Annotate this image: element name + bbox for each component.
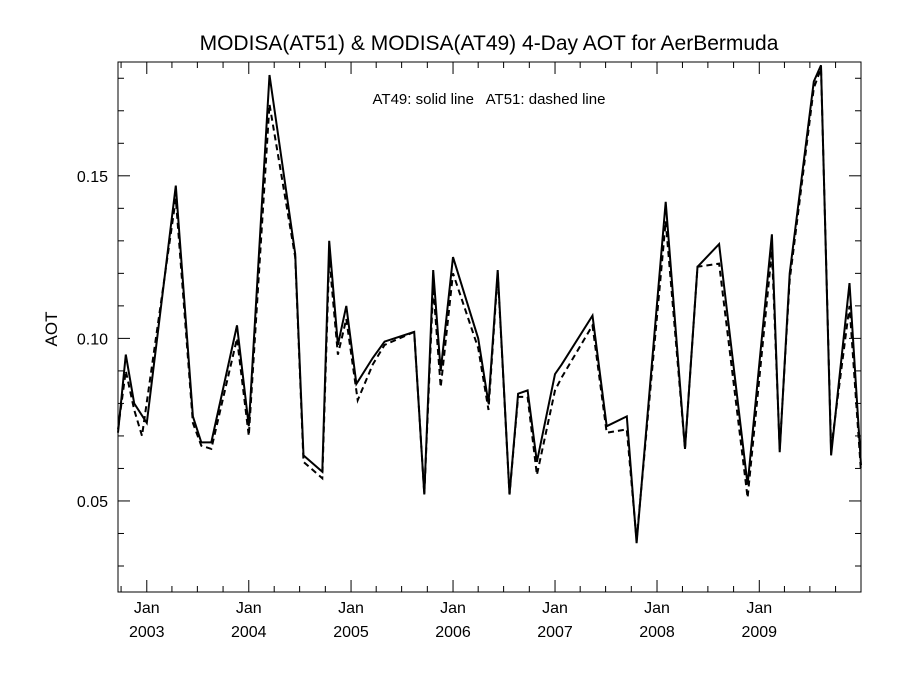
tick-labels: 0.05 0.10 0.15 Jan 2003 Jan 2004 Jan 2005 Jan 2006… <box>77 169 777 641</box>
x-tick-year-label: 2004 <box>231 624 267 641</box>
x-tick-year-label: 2007 <box>537 624 573 641</box>
y-tick-label: 0.05 <box>77 494 108 511</box>
x-tick-month-label: Jan <box>440 600 466 617</box>
x-tick-month-label: Jan <box>542 600 568 617</box>
y-tick-label: 0.15 <box>77 169 108 186</box>
x-tick-year-label: 2008 <box>639 624 675 641</box>
y-axis-label: AOT <box>42 312 61 347</box>
y-tick-label: 0.10 <box>77 331 108 348</box>
series-line-solid <box>117 64 862 544</box>
x-tick-year-label: 2009 <box>741 624 777 641</box>
x-tick-year-label: 2003 <box>129 624 165 641</box>
axis-ticks <box>118 62 861 592</box>
x-tick-month-label: Jan <box>644 600 670 617</box>
x-tick-year-label: 2005 <box>333 624 369 641</box>
series-lines <box>117 64 862 544</box>
x-tick-month-label: Jan <box>134 600 160 617</box>
plot-frame <box>117 61 862 593</box>
x-tick-year-label: 2006 <box>435 624 471 641</box>
chart-title: MODISA(AT51) & MODISA(AT49) 4-Day AOT fo… <box>200 32 779 55</box>
x-tick-month-label: Jan <box>746 600 772 617</box>
series-line-dashed <box>117 68 862 541</box>
x-tick-month-label: Jan <box>236 600 262 617</box>
legend-annotation: AT49: solid line AT51: dashed line <box>373 91 606 108</box>
x-tick-month-label: Jan <box>338 600 364 617</box>
